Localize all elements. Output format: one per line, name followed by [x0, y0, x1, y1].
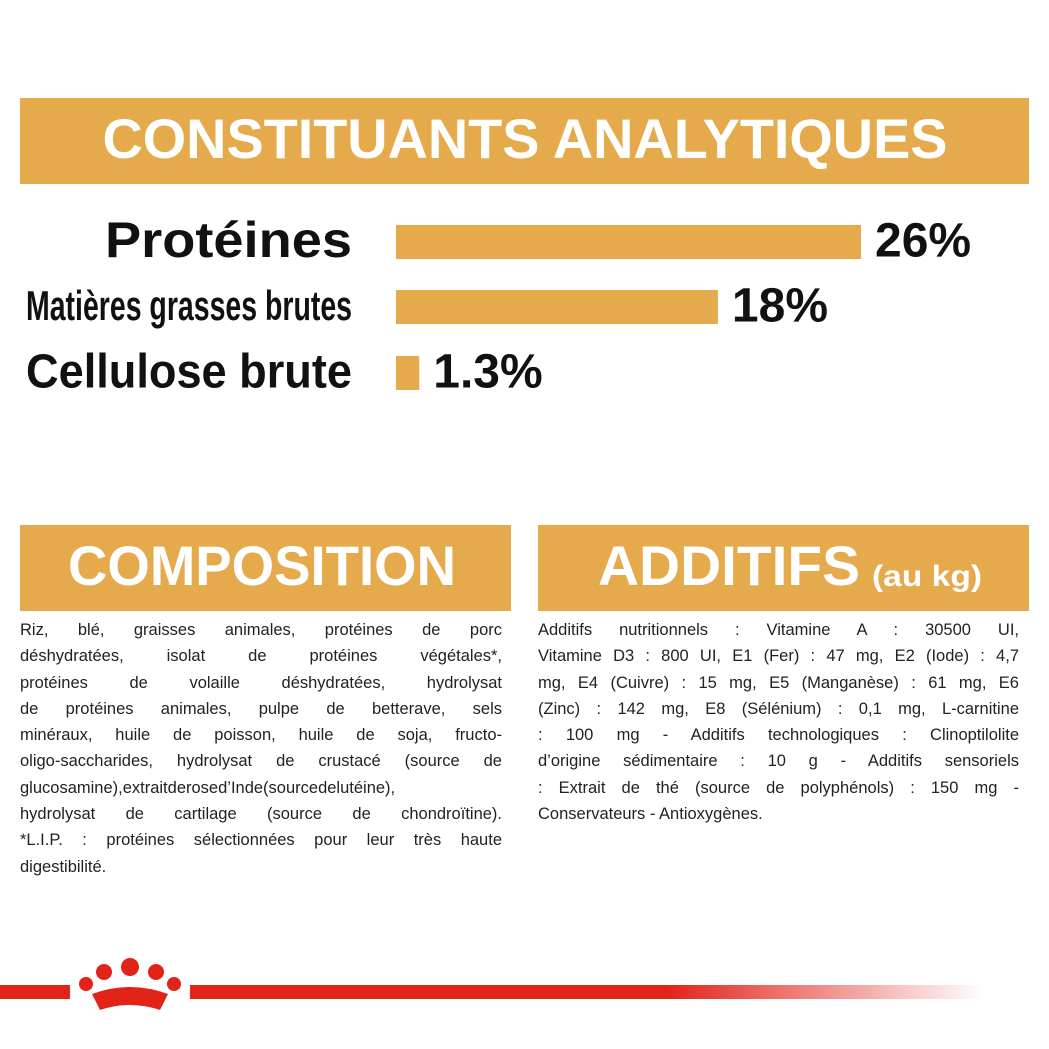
text-line: glucosamine),extraitderosed’Inde(sourced…: [20, 778, 396, 797]
bar: [396, 356, 420, 390]
text-line: (Zinc) : 142 mg, E8 (Sélénium) : 0,1 mg,…: [538, 699, 1019, 718]
value-label: 26%: [875, 215, 971, 268]
text-line: protéines de volaille déshydratées, hydr…: [20, 673, 502, 692]
text-line: digestibilité.: [20, 857, 107, 876]
text-line: minéraux, huile de poisson, huile de soj…: [20, 726, 502, 745]
text-line: Conservateurs - Antioxygènes.: [538, 805, 763, 824]
text-line: hydrolysat de cartilage (source de chond…: [20, 805, 502, 824]
text-line: *L.I.P. : protéines sélectionnées pour l…: [20, 831, 502, 850]
composition-box: [20, 525, 511, 611]
text-line: d’origine sédimentaire : 10 g - Additifs…: [538, 752, 1019, 771]
logo: [79, 958, 181, 1010]
additifs-title: ADDITIFS: [598, 534, 860, 597]
text-line: Additifs nutritionnels : Vitamine A : 30…: [538, 621, 1019, 639]
bar: [396, 225, 861, 259]
chart-title: CONSTITUANTS ANALYTIQUES: [103, 107, 948, 170]
additifs-box: [538, 525, 1029, 611]
category-label: Protéines: [105, 212, 352, 268]
composition-text: Riz, blé, graisses animales, protéines d…: [20, 617, 502, 880]
text-line: de protéines animales, pulpe de betterav…: [20, 699, 502, 718]
footer-line: [0, 985, 70, 999]
title-box: [20, 98, 1029, 184]
composition-title: COMPOSITION: [68, 534, 456, 597]
text-line: : Extrait de thé (source de polyphénols)…: [538, 778, 1019, 797]
text-line: Vitamine D3 : 800 UI, E1 (Fer) : 47 mg, …: [538, 647, 1019, 666]
category-label: Cellulose brute: [26, 346, 352, 399]
text-line: : 100 mg - Additifs technologiques : Cli…: [538, 726, 1019, 745]
text-line: mg, E4 (Cuivre) : 15 mg, E5 (Manganèse) …: [538, 673, 1019, 692]
text-line: Riz, blé, graisses animales, protéines d…: [20, 621, 502, 639]
value-label: 1.3%: [433, 346, 542, 399]
footer-line: [190, 985, 985, 999]
bar: [396, 290, 718, 324]
value-label: 18%: [732, 280, 828, 333]
category-label: Matières grasses brutes: [26, 282, 352, 329]
additifs-text: Additifs nutritionnels : Vitamine A : 30…: [538, 617, 1019, 827]
text-line: déshydratées, isolat de protéines végéta…: [20, 647, 502, 666]
additifs-subtitle: (au kg): [872, 560, 982, 593]
text-line: oligo-saccharides, hydrolysat de crustac…: [20, 752, 502, 771]
